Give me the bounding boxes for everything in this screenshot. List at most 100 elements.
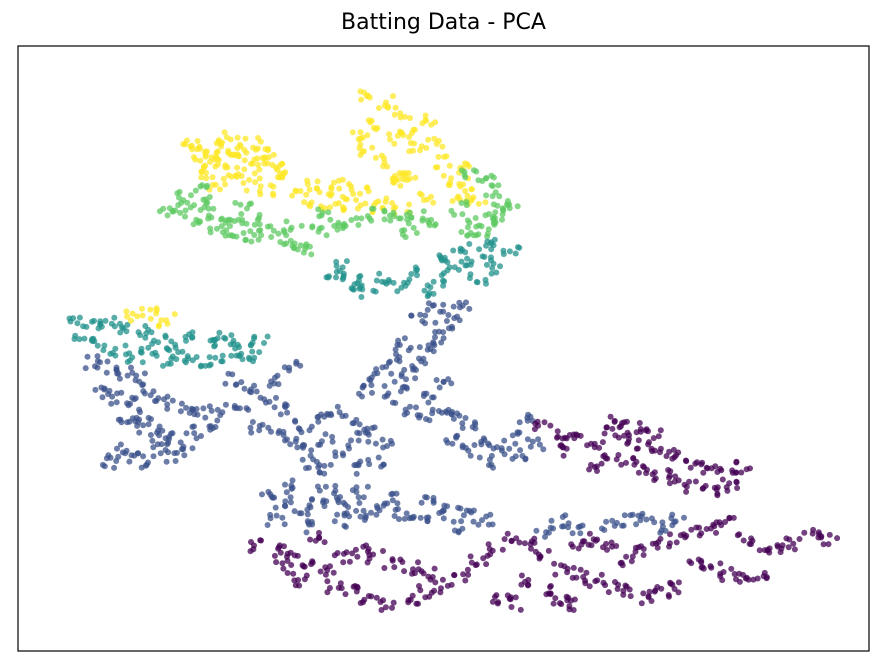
scatter-point [202,414,209,421]
scatter-point [342,591,349,598]
scatter-point [646,588,653,595]
scatter-point [124,321,131,328]
scatter-point [296,510,303,517]
scatter-point [745,576,752,583]
scatter-point [623,459,629,466]
scatter-point [488,172,495,179]
scatter-point [425,136,432,143]
scatter-point [396,516,402,523]
scatter-point [605,589,612,596]
scatter-point [635,437,642,444]
scatter-point [277,239,284,245]
scatter-point [406,209,413,216]
scatter-point [451,572,458,578]
scatter-point [124,313,131,320]
scatter-point [168,430,174,437]
scatter-point [459,444,466,451]
scatter-point [493,592,500,599]
scatter-point [577,530,584,537]
scatter-point [657,529,664,536]
scatter-point [428,193,434,200]
scatter-point [183,404,190,411]
scatter-point [475,231,482,238]
scatter-point [509,432,516,439]
scatter-point [475,200,482,207]
scatter-point [248,539,254,545]
scatter-point [135,450,142,457]
scatter-point [614,586,621,592]
scatter-point [227,136,234,143]
scatter-point [383,195,390,202]
scatter-point [346,558,353,565]
scatter-point [695,556,702,563]
scatter-point [675,477,682,484]
scatter-point [470,518,477,525]
scatter-point [483,561,490,568]
scatter-point [249,348,256,355]
scatter-point [413,230,420,236]
scatter-point [513,535,520,542]
scatter-point [284,436,290,443]
scatter-point [707,563,714,570]
scatter-point [657,427,664,434]
scatter-point [826,531,833,538]
scatter-point [281,229,288,236]
scatter-point [357,600,364,606]
scatter-point [259,491,265,498]
scatter-point [231,218,238,225]
scatter-point [203,200,210,207]
scatter-point [651,519,658,526]
scatter-point [392,204,399,211]
scatter-point [346,513,353,520]
scatter-point [531,535,538,542]
scatter-point [214,406,221,413]
scatter-point [401,335,408,342]
scatter-point [552,595,559,602]
scatter-point [313,185,320,192]
scatter-point [238,379,245,386]
scatter-point [76,336,83,343]
scatter-point [615,434,622,441]
scatter-point [459,425,466,431]
scatter-point [94,342,101,349]
scatter-point [301,576,308,583]
scatter-point [335,499,342,506]
scatter-point [360,507,367,514]
scatter-point [602,455,609,462]
scatter-point [140,422,147,429]
scatter-point [369,205,375,212]
scatter-point [359,393,365,400]
scatter-point [381,208,388,215]
scatter-point [362,512,369,519]
scatter-point [280,565,287,572]
scatter-point [188,142,195,149]
scatter-point [719,577,726,584]
scatter-point [749,537,756,544]
scatter-point [140,388,147,395]
scatter-point [591,440,598,447]
scatter-point [410,126,417,133]
scatter-point [308,251,315,258]
scatter-point [197,157,204,164]
scatter-point [234,164,241,171]
scatter-point [248,386,254,393]
scatter-point [495,599,502,606]
scatter-point [541,419,548,426]
scatter-point [222,232,229,239]
scatter-point [405,347,412,354]
scatter-point [558,562,564,569]
scatter-point [196,143,203,150]
scatter-point [389,497,396,504]
scatter-point [117,441,124,448]
scatter-point [316,213,323,220]
scatter-point [251,170,258,177]
scatter-point [273,559,280,566]
scatter-point [226,216,233,223]
scatter-point [416,344,423,351]
scatter-point [136,378,143,385]
scatter-point [403,376,409,383]
scatter-point [391,173,398,179]
scatter-point [202,153,209,160]
scatter-point [282,481,288,488]
scatter-point [547,422,554,429]
